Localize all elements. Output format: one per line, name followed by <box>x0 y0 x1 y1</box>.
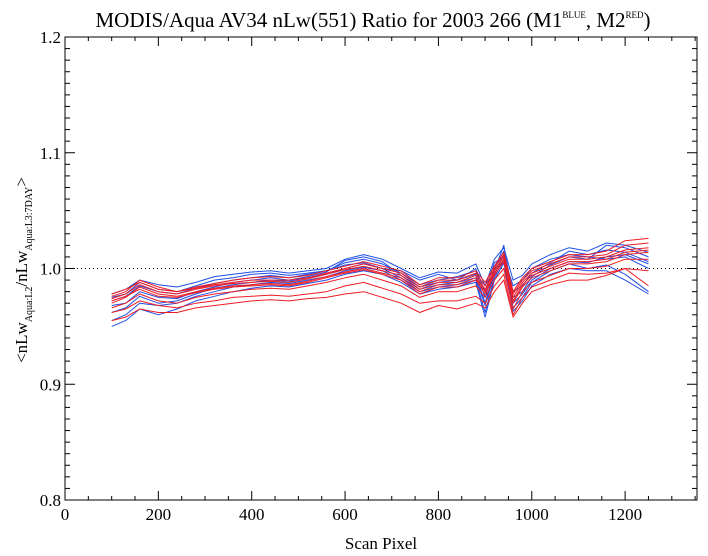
series-line-blue-6 <box>111 242 649 295</box>
series-line-red-12 <box>111 258 649 310</box>
series-line-red-8 <box>111 247 649 300</box>
y-tick-label-1: 1.0 <box>40 260 61 279</box>
series-line-red-14 <box>111 268 649 322</box>
tick-labels: 0 200 400 600 800 1000 1200 0.8 0.9 1.0 1.1 1.2 <box>40 28 642 524</box>
x-tick-label-800: 800 <box>426 505 452 524</box>
title-end: ) <box>644 8 651 32</box>
series-group <box>111 237 649 327</box>
y-tick-label-1.1: 1.1 <box>40 144 61 163</box>
title-main: MODIS/Aqua AV34 nLw(551) Ratio for 2003 … <box>95 8 562 32</box>
plot-frame <box>64 36 698 501</box>
ylabel-sub1: Aqua:L2 <box>24 287 35 323</box>
y-tick-label-0.8: 0.8 <box>40 491 61 510</box>
x-tick-label-400: 400 <box>239 505 265 524</box>
series-line-red-11 <box>111 237 649 295</box>
series-line-red-7 <box>111 242 649 297</box>
x-tick-label-200: 200 <box>146 505 172 524</box>
chart-title: MODIS/Aqua AV34 nLw(551) Ratio for 2003 … <box>95 8 650 32</box>
y-tick-label-1.2: 1.2 <box>40 28 61 47</box>
x-tick-label-1000: 1000 <box>515 505 549 524</box>
y-axis-label: <nLwAqua:L2/nLwAqua:L3:7DAY> <box>12 177 35 363</box>
x-axis-label: Scan Pixel <box>345 534 418 553</box>
title-sup-blue: BLUE <box>562 10 586 20</box>
title-mid: , M2 <box>586 8 626 32</box>
series-line-red-9 <box>111 249 649 304</box>
x-tick-label-600: 600 <box>332 505 358 524</box>
x-tick-label-1200: 1200 <box>608 505 642 524</box>
ylabel-sub2: Aqua:L3:7DAY <box>24 187 35 251</box>
series-line-red-10 <box>111 251 649 304</box>
x-tick-label-0: 0 <box>61 505 70 524</box>
y-tick-label-0.9: 0.9 <box>40 375 61 394</box>
ylabel-slash: /nLw <box>12 250 31 287</box>
ylabel-close: > <box>12 177 31 187</box>
ylabel-open: <nLw <box>12 321 31 362</box>
series-line-red-13 <box>111 268 649 316</box>
title-sup-red: RED <box>626 10 645 20</box>
axis-ticks <box>64 36 697 501</box>
